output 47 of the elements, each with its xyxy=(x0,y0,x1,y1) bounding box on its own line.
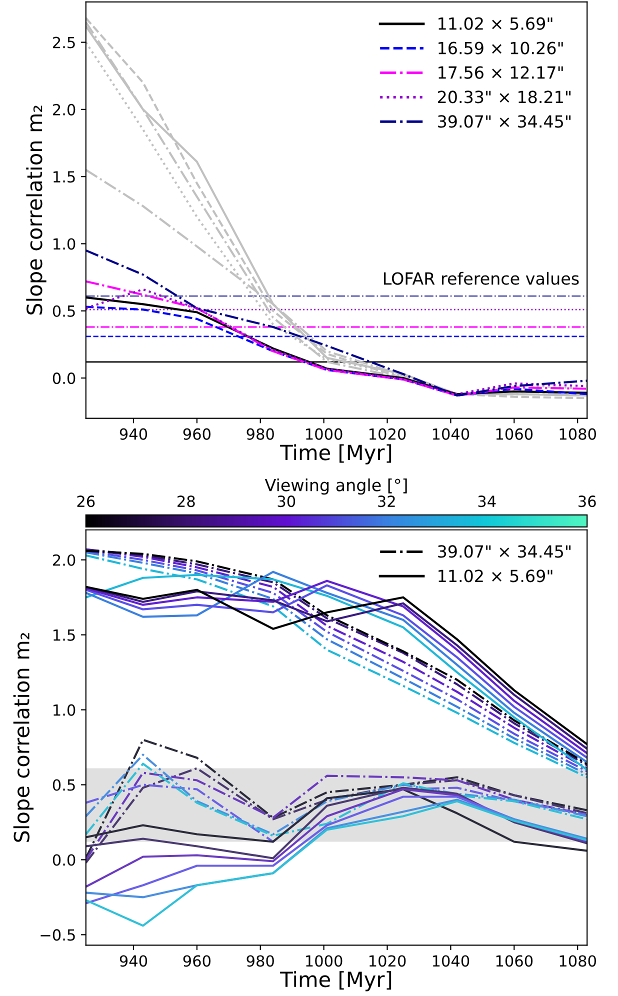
y-tick-label: −0.5 xyxy=(40,929,75,941)
color-bar-label: 30 xyxy=(278,496,296,508)
color-bar-label: 26 xyxy=(77,496,95,508)
y-tick-label: 1.0 xyxy=(54,238,76,250)
color-bar-label: 32 xyxy=(378,496,395,508)
legend-label: 11.02 × 5.69" xyxy=(438,570,552,582)
y-tick-label: 0.5 xyxy=(52,779,75,791)
y-tick-label: 0.0 xyxy=(52,854,76,866)
legend-label: 39.07" × 34.45" xyxy=(438,545,570,558)
legend-label: 17.56 × 12.17" xyxy=(438,66,563,79)
x-tick-label: 960 xyxy=(183,428,210,440)
y-tick-label: 2.0 xyxy=(53,554,76,566)
y-tick-label: 1.5 xyxy=(54,171,75,183)
x-tick-label: 1060 xyxy=(496,428,533,440)
x-tick-label: 1020 xyxy=(369,955,406,967)
y-axis-title: Slope correlation m₂ xyxy=(26,106,46,315)
x-axis-title: Time [Myr] xyxy=(280,444,392,464)
x-axis-title: Time [Myr] xyxy=(280,971,392,992)
color-bar-label: 34 xyxy=(478,496,496,508)
x-tick-label: 980 xyxy=(246,428,274,440)
x-tick-label: 960 xyxy=(183,955,210,967)
x-tick-label: 1060 xyxy=(496,955,533,967)
y-tick-label: 0.0 xyxy=(52,372,76,384)
x-tick-label: 1080 xyxy=(560,955,596,967)
color-bar-title: Viewing angle [°] xyxy=(264,478,407,495)
y-tick-label: 2.5 xyxy=(53,36,75,48)
legend-label: 16.59 × 10.26" xyxy=(438,42,563,54)
y-tick-label: 1.5 xyxy=(54,629,75,641)
annotation: LOFAR reference values xyxy=(384,272,579,285)
y-tick-label: 1.0 xyxy=(54,704,76,716)
x-tick-label: 940 xyxy=(120,428,148,440)
x-tick-label: 1000 xyxy=(306,428,342,440)
y-tick-label: 0.5 xyxy=(52,305,75,317)
legend-label: 39.07" × 34.45" xyxy=(438,115,570,128)
y-axis-title: Slope correlation m₂ xyxy=(13,633,34,842)
x-tick-label: 940 xyxy=(120,955,148,967)
legend-label: 11.02 × 5.69" xyxy=(438,17,552,30)
x-tick-label: 1040 xyxy=(432,955,470,967)
x-tick-label: 1040 xyxy=(432,428,470,440)
x-tick-label: 1080 xyxy=(560,428,596,440)
y-tick-label: 2.0 xyxy=(53,104,76,116)
legend-label: 20.33" × 18.21" xyxy=(438,90,570,104)
x-tick-label: 1020 xyxy=(369,428,406,440)
x-tick-label: 980 xyxy=(246,955,274,967)
color-bar-label: 28 xyxy=(178,496,195,508)
color-bar-label: 36 xyxy=(578,496,596,508)
x-tick-label: 1000 xyxy=(306,955,342,967)
